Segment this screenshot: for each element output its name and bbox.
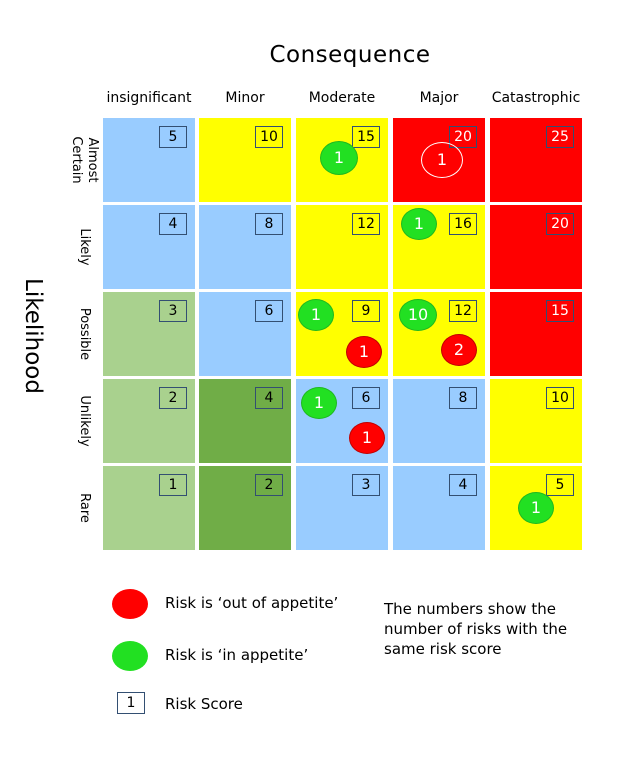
matrix-cell: 3 (103, 292, 195, 376)
matrix-cell: 25 (490, 118, 582, 202)
matrix-cell: 6 (199, 292, 291, 376)
risk-score-box: 6 (352, 387, 380, 409)
risk-count-bubble-in-appetite: 10 (399, 299, 437, 331)
risk-score-legend-icon: 1 (117, 692, 145, 714)
matrix-cell: 8 (199, 205, 291, 289)
consequence-header-catastrophic: Catastrophic (491, 90, 581, 106)
risk-score-box: 8 (449, 387, 477, 409)
risk-count-bubble-in-appetite: 1 (401, 208, 437, 240)
in-appetite-legend-label: Risk is ‘in appetite’ (165, 646, 309, 664)
risk-count-bubble-out-of-appetite: 1 (346, 336, 382, 368)
risk-score-box: 3 (352, 474, 380, 496)
risk-score-box: 10 (546, 387, 574, 409)
matrix-cell: 2 (103, 379, 195, 463)
risk-score-box: 9 (352, 300, 380, 322)
likelihood-label-unlikely: Unlikely (77, 395, 92, 447)
risk-count-bubble-in-appetite: 1 (301, 387, 337, 419)
risk-count-bubble-in-appetite: 1 (320, 141, 358, 175)
matrix-cell: 10 (199, 118, 291, 202)
out-of-appetite-legend-label: Risk is ‘out of appetite’ (165, 594, 339, 612)
risk-score-box: 15 (546, 300, 574, 322)
risk-score-box: 12 (352, 213, 380, 235)
risk-score-box: 10 (255, 126, 283, 148)
likelihood-label-almost-certain: Almost Certain (69, 136, 100, 184)
risk-score-box: 8 (255, 213, 283, 235)
matrix-cell: 5 (103, 118, 195, 202)
risk-score-box: 25 (546, 126, 574, 148)
risk-score-box: 15 (352, 126, 380, 148)
likelihood-label-possible: Possible (77, 307, 92, 361)
risk-count-bubble-out-of-appetite: 1 (349, 422, 385, 454)
consequence-header-major: Major (419, 90, 459, 106)
risk-score-box: 1 (159, 474, 187, 496)
matrix-cell: 12 (296, 205, 388, 289)
risk-score-box: 5 (546, 474, 574, 496)
risk-score-box: 4 (159, 213, 187, 235)
risk-count-bubble-in-appetite: 1 (298, 299, 334, 331)
matrix-cell: 4 (103, 205, 195, 289)
risk-score-box: 20 (449, 126, 477, 148)
matrix-cell: 15 (490, 292, 582, 376)
likelihood-label-rare: Rare (77, 493, 92, 523)
risk-score-box: 12 (449, 300, 477, 322)
risk-score-box: 20 (546, 213, 574, 235)
legend-note: The numbers show the number of risks wit… (384, 600, 568, 658)
consequence-header-moderate: Moderate (308, 90, 376, 106)
matrix-cell: 8 (393, 379, 485, 463)
risk-score-box: 2 (159, 387, 187, 409)
risk-count-bubble-outline: 1 (421, 142, 463, 178)
risk-score-box: 4 (255, 387, 283, 409)
matrix-cell: 20 (490, 205, 582, 289)
matrix-cell: 10 (490, 379, 582, 463)
matrix-cell: 1 (103, 466, 195, 550)
in-appetite-legend-icon (112, 641, 148, 671)
risk-count-bubble-out-of-appetite: 2 (441, 334, 477, 366)
consequence-header-insignificant: insignificant (106, 90, 192, 106)
out-of-appetite-legend-icon (112, 589, 148, 619)
matrix-cell: 4 (393, 466, 485, 550)
matrix-cell: 5 (490, 466, 582, 550)
risk-count-bubble-in-appetite: 1 (518, 492, 554, 524)
matrix-cell: 2 (199, 466, 291, 550)
consequence-header-minor: Minor (225, 90, 265, 106)
consequence-axis-title: Consequence (269, 42, 431, 68)
likelihood-label-likely: Likely (77, 228, 92, 266)
likelihood-axis-title: Likelihood (20, 278, 46, 394)
matrix-cell: 4 (199, 379, 291, 463)
risk-score-box: 3 (159, 300, 187, 322)
risk-score-box: 16 (449, 213, 477, 235)
risk-score-box: 6 (255, 300, 283, 322)
matrix-cell: 3 (296, 466, 388, 550)
risk-score-box: 2 (255, 474, 283, 496)
risk-score-box: 5 (159, 126, 187, 148)
risk-score-legend-label: Risk Score (165, 695, 243, 713)
risk-score-box: 4 (449, 474, 477, 496)
